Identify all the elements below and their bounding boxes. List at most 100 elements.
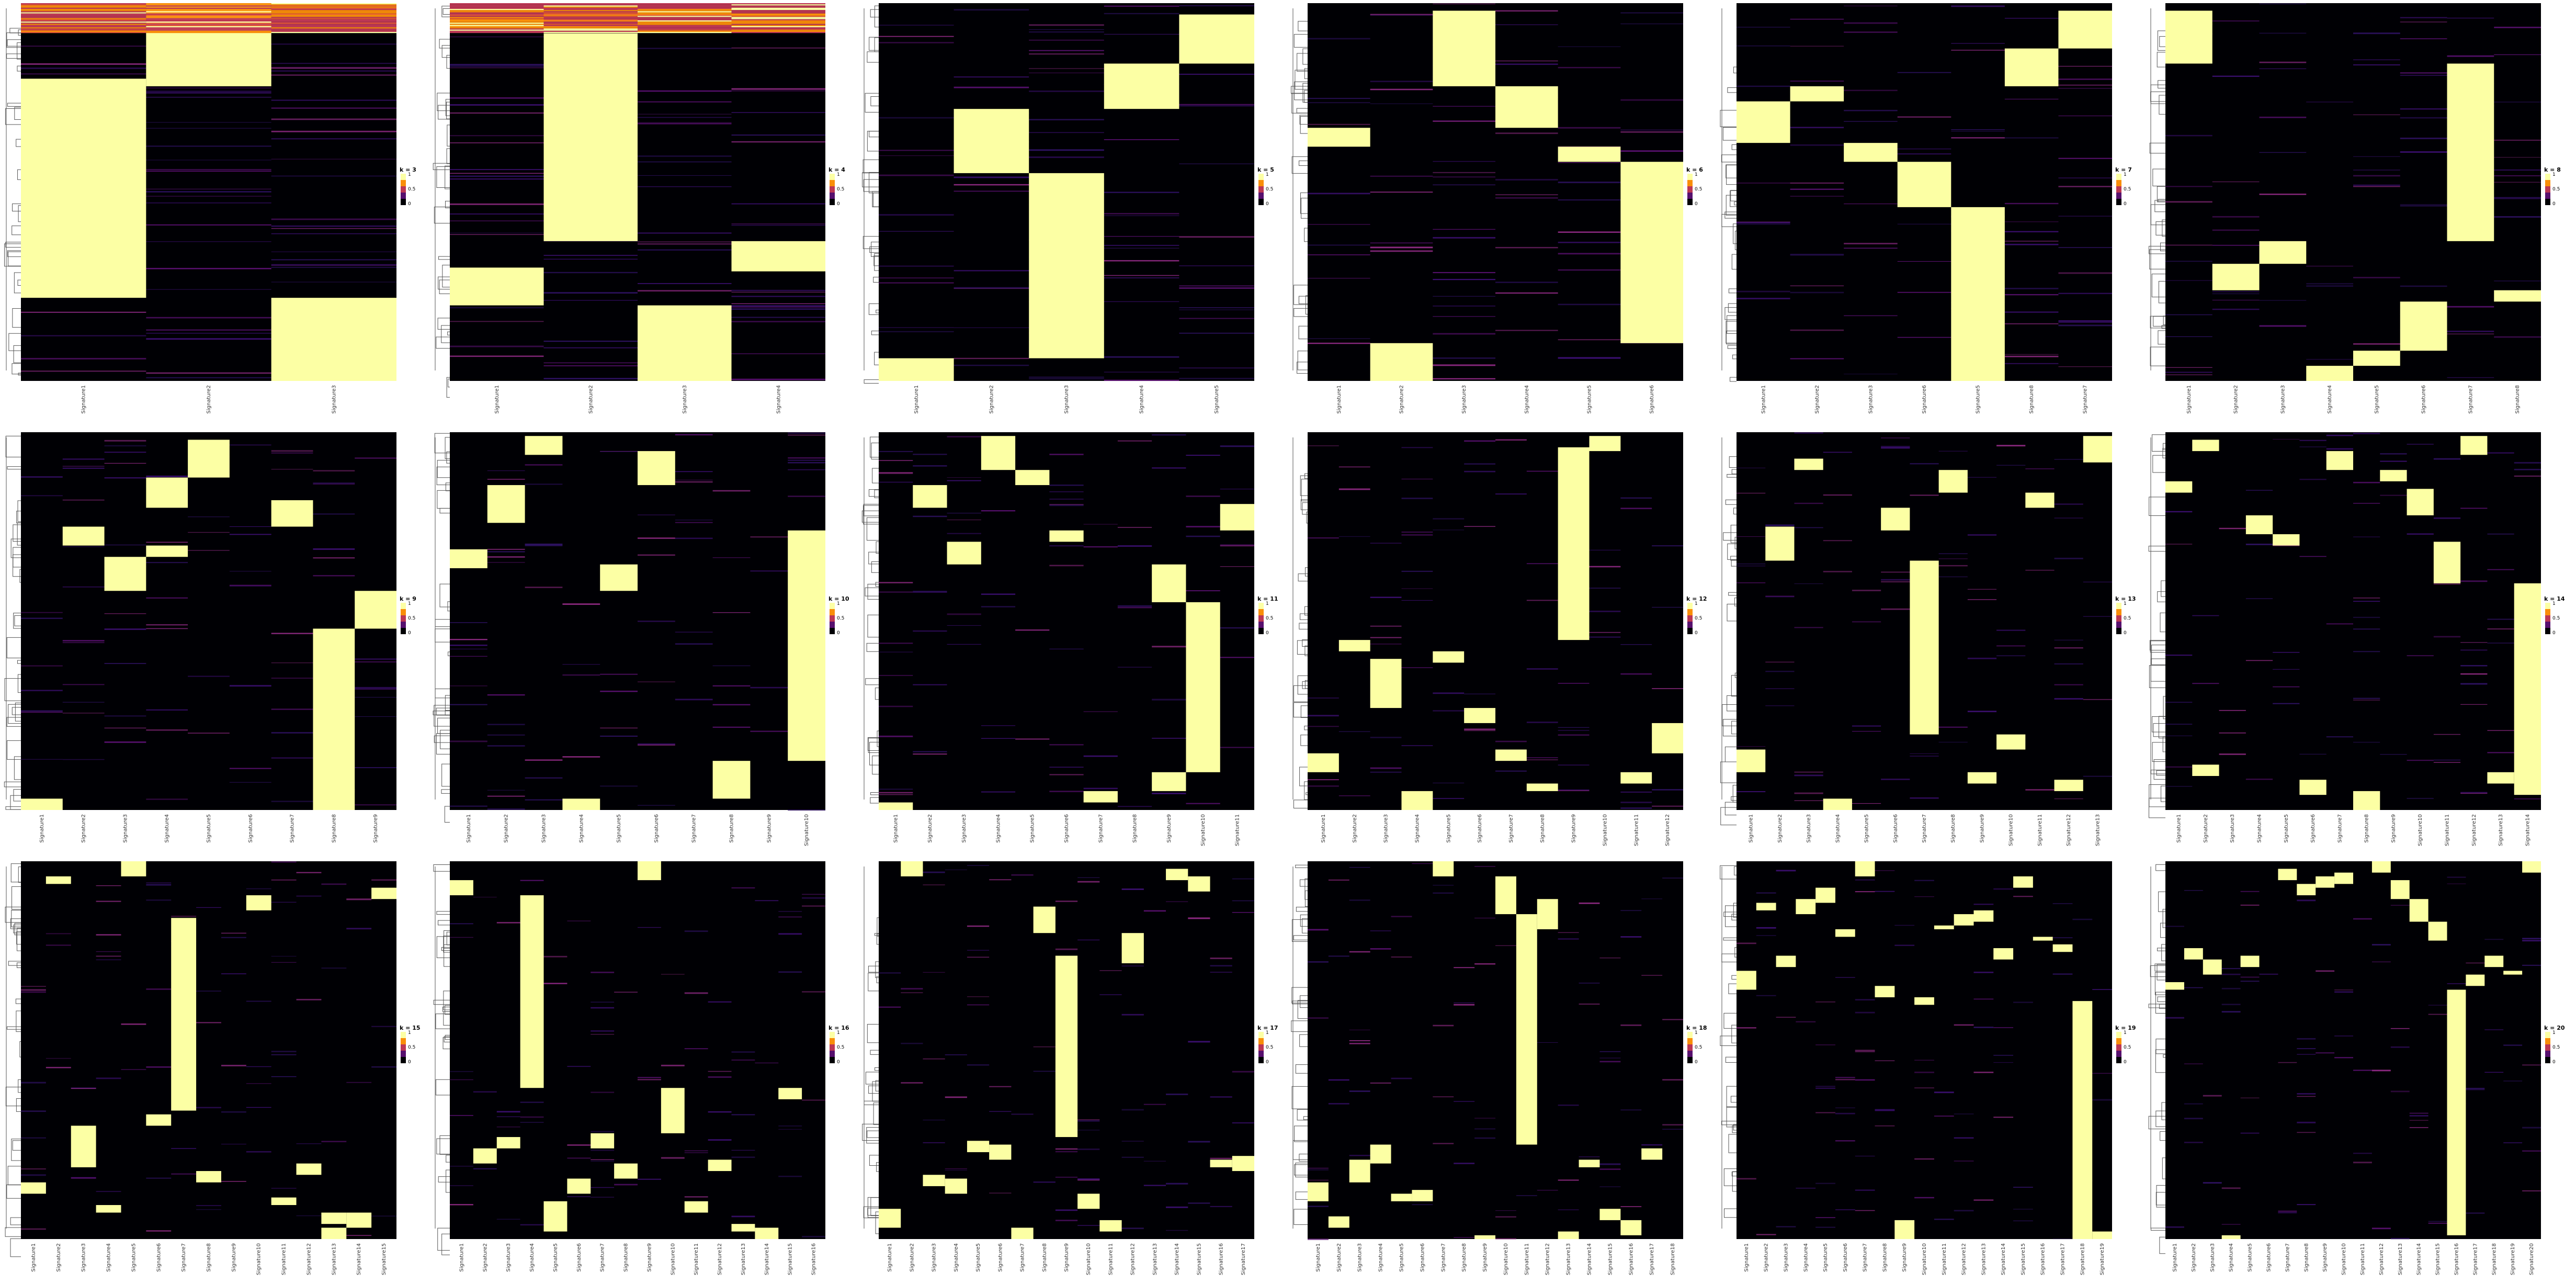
heatmap-cell bbox=[1815, 1226, 1835, 1228]
heatmap-cell bbox=[2494, 197, 2541, 198]
x-tick-label: Signature11 bbox=[1942, 1243, 1947, 1275]
heatmap-cell bbox=[146, 9, 271, 10]
legend-tick: 1 bbox=[1695, 601, 1698, 606]
heatmap-cell bbox=[1104, 236, 1179, 237]
heatmap-cell bbox=[1049, 485, 1084, 486]
legend-swatch bbox=[1258, 609, 1264, 615]
heatmap-cell bbox=[1993, 1117, 2014, 1118]
heatmap-cell bbox=[2004, 202, 2059, 205]
heatmap-cell bbox=[591, 1187, 615, 1188]
heatmap-cell bbox=[1844, 121, 1898, 122]
heatmap-cell bbox=[2058, 78, 2112, 80]
x-tick-label: Signature3 bbox=[2210, 1243, 2216, 1272]
heatmap-cell bbox=[1143, 1104, 1166, 1105]
heatmap-cell bbox=[2353, 1070, 2372, 1071]
heatmap-cell bbox=[1401, 667, 1433, 668]
legend-tick: 0.5 bbox=[1266, 187, 1273, 192]
heatmap-cell bbox=[1737, 746, 1766, 747]
heatmap-cell bbox=[1166, 1206, 1188, 1208]
x-tick-label: Signature6 bbox=[1893, 814, 1899, 843]
heatmap-cell bbox=[1349, 1155, 1370, 1156]
heatmap-cell bbox=[1855, 1189, 1875, 1191]
heatmap-cell bbox=[2487, 569, 2514, 570]
heatmap-cell bbox=[731, 289, 825, 291]
heatmap-cell bbox=[2494, 169, 2541, 171]
x-tick-label: Signature6 bbox=[2266, 1243, 2272, 1272]
heatmap-cell bbox=[778, 971, 802, 973]
heatmap-cell bbox=[2494, 336, 2541, 338]
heatmap-cell bbox=[1558, 253, 1621, 255]
heatmap-cell bbox=[1166, 1183, 1188, 1184]
heatmap-cell bbox=[1433, 237, 1495, 239]
heatmap-cell bbox=[638, 19, 732, 20]
heatmap-cell bbox=[954, 364, 1029, 366]
heatmap-cell bbox=[346, 928, 372, 930]
heatmap-cell bbox=[638, 5, 732, 7]
heatmap-cell bbox=[731, 223, 825, 224]
heatmap-block bbox=[271, 500, 313, 527]
heatmap-cell bbox=[562, 674, 600, 676]
heatmap-cell bbox=[2052, 937, 2073, 938]
legend-tick: 1 bbox=[408, 601, 411, 606]
heatmap-cell bbox=[146, 18, 271, 19]
heatmap-cell bbox=[913, 684, 947, 685]
heatmap-cell bbox=[1914, 1197, 1934, 1199]
heatmap-cell bbox=[543, 30, 638, 32]
heatmap-cell bbox=[2400, 72, 2447, 74]
heatmap-cell bbox=[600, 690, 638, 692]
heatmap-block bbox=[2487, 772, 2514, 784]
heatmap-cell bbox=[271, 3, 396, 5]
heatmap-cell bbox=[1049, 498, 1084, 500]
heatmap-cell bbox=[450, 178, 544, 180]
heatmap-cell bbox=[146, 17, 271, 18]
heatmap-cell bbox=[1370, 737, 1402, 738]
heatmap-cell bbox=[1370, 88, 1433, 91]
legend-swatch bbox=[401, 1032, 406, 1038]
x-tick-label: Signature4 bbox=[776, 385, 781, 414]
heatmap-cell bbox=[1835, 1112, 1855, 1115]
heatmap-cell bbox=[2054, 503, 2083, 505]
x-tick-label: Signature2 bbox=[909, 1243, 915, 1272]
heatmap-cell bbox=[1844, 315, 1898, 317]
x-tick-label: Signature4 bbox=[2327, 385, 2333, 414]
heatmap-cell bbox=[146, 332, 271, 334]
heatmap-block bbox=[2514, 583, 2541, 795]
heatmap-cell bbox=[1370, 543, 1402, 544]
x-tick-label: Signature13 bbox=[331, 1243, 337, 1275]
heatmap-cell bbox=[1464, 470, 1495, 472]
heatmap-cell bbox=[520, 880, 544, 881]
heatmap-cell bbox=[1558, 162, 1621, 163]
heatmap-block bbox=[1338, 640, 1370, 651]
heatmap-cell bbox=[591, 1091, 615, 1093]
heatmap-cell bbox=[1077, 939, 1100, 941]
heatmap-cell bbox=[2245, 490, 2273, 491]
heatmap-cell bbox=[355, 661, 396, 663]
heatmap-background bbox=[2165, 432, 2541, 810]
heatmap-cell bbox=[188, 516, 230, 517]
heatmap-block bbox=[661, 1088, 685, 1133]
heatmap-cell bbox=[1220, 566, 1254, 567]
heatmap-cell bbox=[638, 90, 732, 92]
heatmap-cell bbox=[1790, 188, 1844, 190]
heatmap-block bbox=[2334, 872, 2353, 884]
heatmap-cell bbox=[591, 1030, 615, 1032]
heatmap-cell bbox=[2165, 372, 2212, 373]
heatmap-cell bbox=[1910, 753, 1939, 754]
heatmap-cell bbox=[21, 991, 46, 993]
heatmap-block bbox=[2503, 971, 2523, 975]
heatmap-cell bbox=[638, 243, 732, 245]
heatmap-cell bbox=[1152, 646, 1186, 648]
heatmap-block bbox=[1370, 1144, 1391, 1164]
legend-tick: 0 bbox=[837, 201, 840, 207]
heatmap-cell bbox=[731, 15, 825, 16]
heatmap-cell bbox=[1620, 508, 1652, 510]
x-tick-label: Signature1 bbox=[2176, 814, 2182, 843]
heatmap-block bbox=[1558, 447, 1590, 640]
heatmap-block bbox=[543, 33, 638, 241]
heatmap-block bbox=[2353, 791, 2380, 810]
heatmap-cell bbox=[1737, 582, 1766, 583]
heatmap-block bbox=[271, 298, 396, 381]
heatmap-cell bbox=[638, 32, 732, 33]
heatmap-cell bbox=[271, 43, 396, 45]
